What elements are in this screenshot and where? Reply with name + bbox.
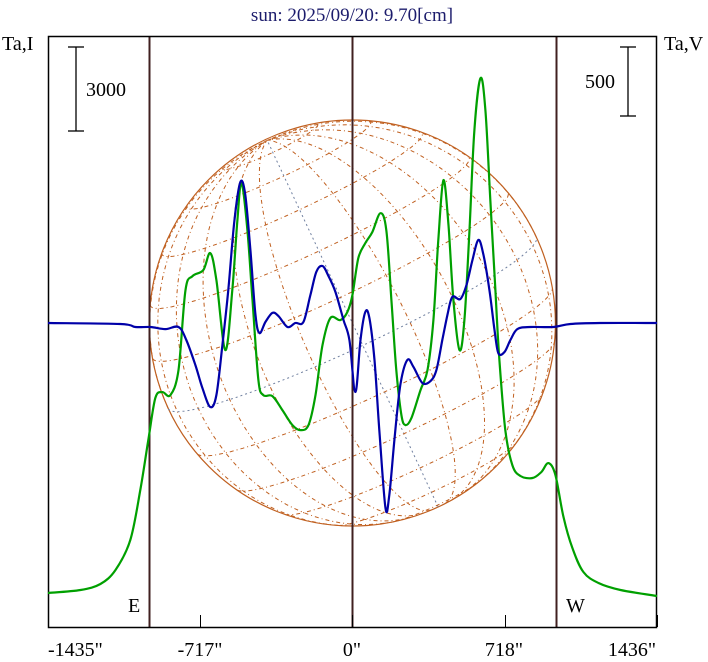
latitude-line (338, 442, 517, 526)
x-axis-ticks (48, 615, 658, 627)
meridian-line (267, 120, 537, 238)
left-axis-label: Ta,I (2, 33, 33, 55)
x-tick-label: 1436" (608, 639, 656, 661)
latitude-line (152, 192, 509, 362)
intensity-scale-bar (68, 46, 84, 132)
latitude-line (221, 123, 319, 171)
polarization-scale-bar (620, 46, 636, 117)
meridian-line (267, 138, 485, 501)
meridian-line (267, 134, 515, 493)
meridian-line (232, 140, 424, 517)
meridian-line (149, 139, 268, 409)
latitude-line (168, 237, 538, 413)
latitude-line (185, 120, 372, 210)
meridian-line (202, 139, 411, 522)
right-axis-label: Ta,V (664, 33, 704, 55)
meridian-line (267, 124, 553, 452)
meridian-line (175, 139, 395, 526)
intensity-curve (47, 76, 658, 598)
x-tick-label: -1435" (48, 639, 103, 661)
polarization-scale-label: 500 (585, 71, 615, 93)
x-tick-label: 718" (485, 639, 523, 661)
meridian-line (157, 139, 349, 527)
latitude-line (161, 131, 424, 258)
latitude-line (197, 288, 553, 457)
east-limb-label: E (128, 595, 140, 617)
intensity-scale-label: 3000 (86, 79, 126, 101)
latitude-line (237, 342, 555, 492)
latitude-line (149, 156, 470, 310)
latitude-line (285, 394, 543, 516)
polarization-curve (47, 179, 658, 514)
x-tick-label: 0" (343, 639, 361, 661)
x-tick-label: -717" (178, 639, 223, 661)
limb-lines (148, 36, 558, 627)
west-limb-label: W (566, 595, 585, 617)
meridian-line (267, 139, 456, 504)
latitude-line (394, 482, 478, 522)
plot-frame (47, 35, 658, 629)
chart-title: sun: 2025/09/20: 9.70[cm] (251, 5, 453, 26)
